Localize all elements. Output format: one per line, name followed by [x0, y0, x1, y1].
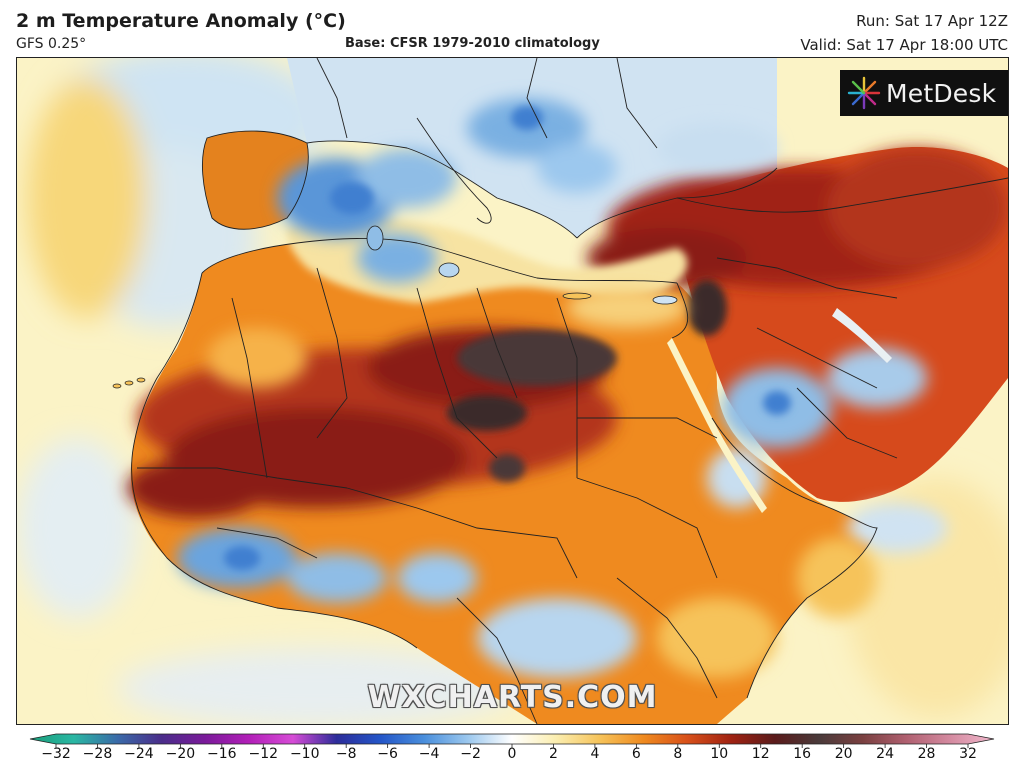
sicily-island [438, 262, 460, 278]
colorbar-tick-label: 6 [631, 746, 641, 762]
colorbar-tick-label: 20 [834, 746, 853, 762]
run-time-label: Run: Sat 17 Apr 12Z [856, 12, 1008, 30]
climatology-base-label: Base: CFSR 1979-2010 climatology [345, 36, 600, 51]
metdesk-starburst-icon [847, 76, 881, 110]
colorbar-tick-label: −8 [335, 746, 357, 762]
colorbar-tick-label: 8 [673, 746, 683, 762]
anomaly-map[interactable]: MetDesk WXCHARTS.COM [16, 57, 1009, 725]
colorbar-tick-label: 10 [710, 746, 729, 762]
colorbar-tick-label: 0 [507, 746, 517, 762]
colorbar-tick-label: 12 [751, 746, 770, 762]
colorbar-tick-label: −6 [377, 746, 398, 762]
colorbar-tick-label: −10 [289, 746, 320, 762]
cool-anomaly-patches [177, 98, 947, 678]
colorbar-tick-label: −20 [165, 746, 196, 762]
colorbar-tick-label: 2 [548, 746, 558, 762]
valid-time-label: Valid: Sat 17 Apr 18:00 UTC [800, 36, 1008, 54]
metdesk-logo-text: MetDesk [886, 78, 997, 108]
country-borders [131, 58, 1008, 724]
colorbar-tick-label: 28 [917, 746, 936, 762]
model-label: GFS 0.25° [16, 36, 87, 52]
cyprus-island [652, 295, 678, 305]
canary-islands [112, 377, 146, 389]
colorbar: −32 −28 −24 −20 −16 −12 −10 −8 −6 −4 −2 0 2 4 6 8 10 12 16… [0, 728, 1024, 784]
colorbar-tick-label: 24 [876, 746, 894, 762]
colorbar-tick-label: 32 [959, 746, 977, 762]
colorbar-tick-label: −12 [248, 746, 279, 762]
colorbar-tick-label: −24 [124, 746, 154, 762]
colorbar-bar [29, 733, 995, 745]
anomaly-map-canvas [17, 58, 1008, 724]
red-sea [667, 338, 767, 513]
colorbar-tick-label: 16 [793, 746, 812, 762]
colorbar-tick-label: −32 [41, 746, 71, 762]
deep-cool-spots [224, 106, 791, 570]
sardinia-island [366, 225, 384, 251]
colorbar-tick-label: −28 [82, 746, 113, 762]
chart-header-title: 2 m Temperature Anomaly (°C) [16, 10, 346, 32]
light-warm-patches [207, 288, 877, 678]
colorbar-tick-label: −16 [207, 746, 237, 762]
colorbar-gradient [29, 733, 995, 748]
colorbar-tick-label: −4 [418, 746, 440, 762]
crete-island [562, 292, 592, 300]
colorbar-tick-label: 4 [590, 746, 600, 762]
colorbar-tick-labels: −32 −28 −24 −20 −16 −12 −10 −8 −6 −4 −2 0 2 4 6 8 10 12 16… [0, 746, 1024, 770]
wxcharts-watermark: WXCHARTS.COM [367, 680, 658, 715]
persian-gulf [832, 308, 892, 363]
metdesk-logo: MetDesk [840, 70, 1008, 116]
colorbar-tick-label: −2 [460, 746, 481, 762]
